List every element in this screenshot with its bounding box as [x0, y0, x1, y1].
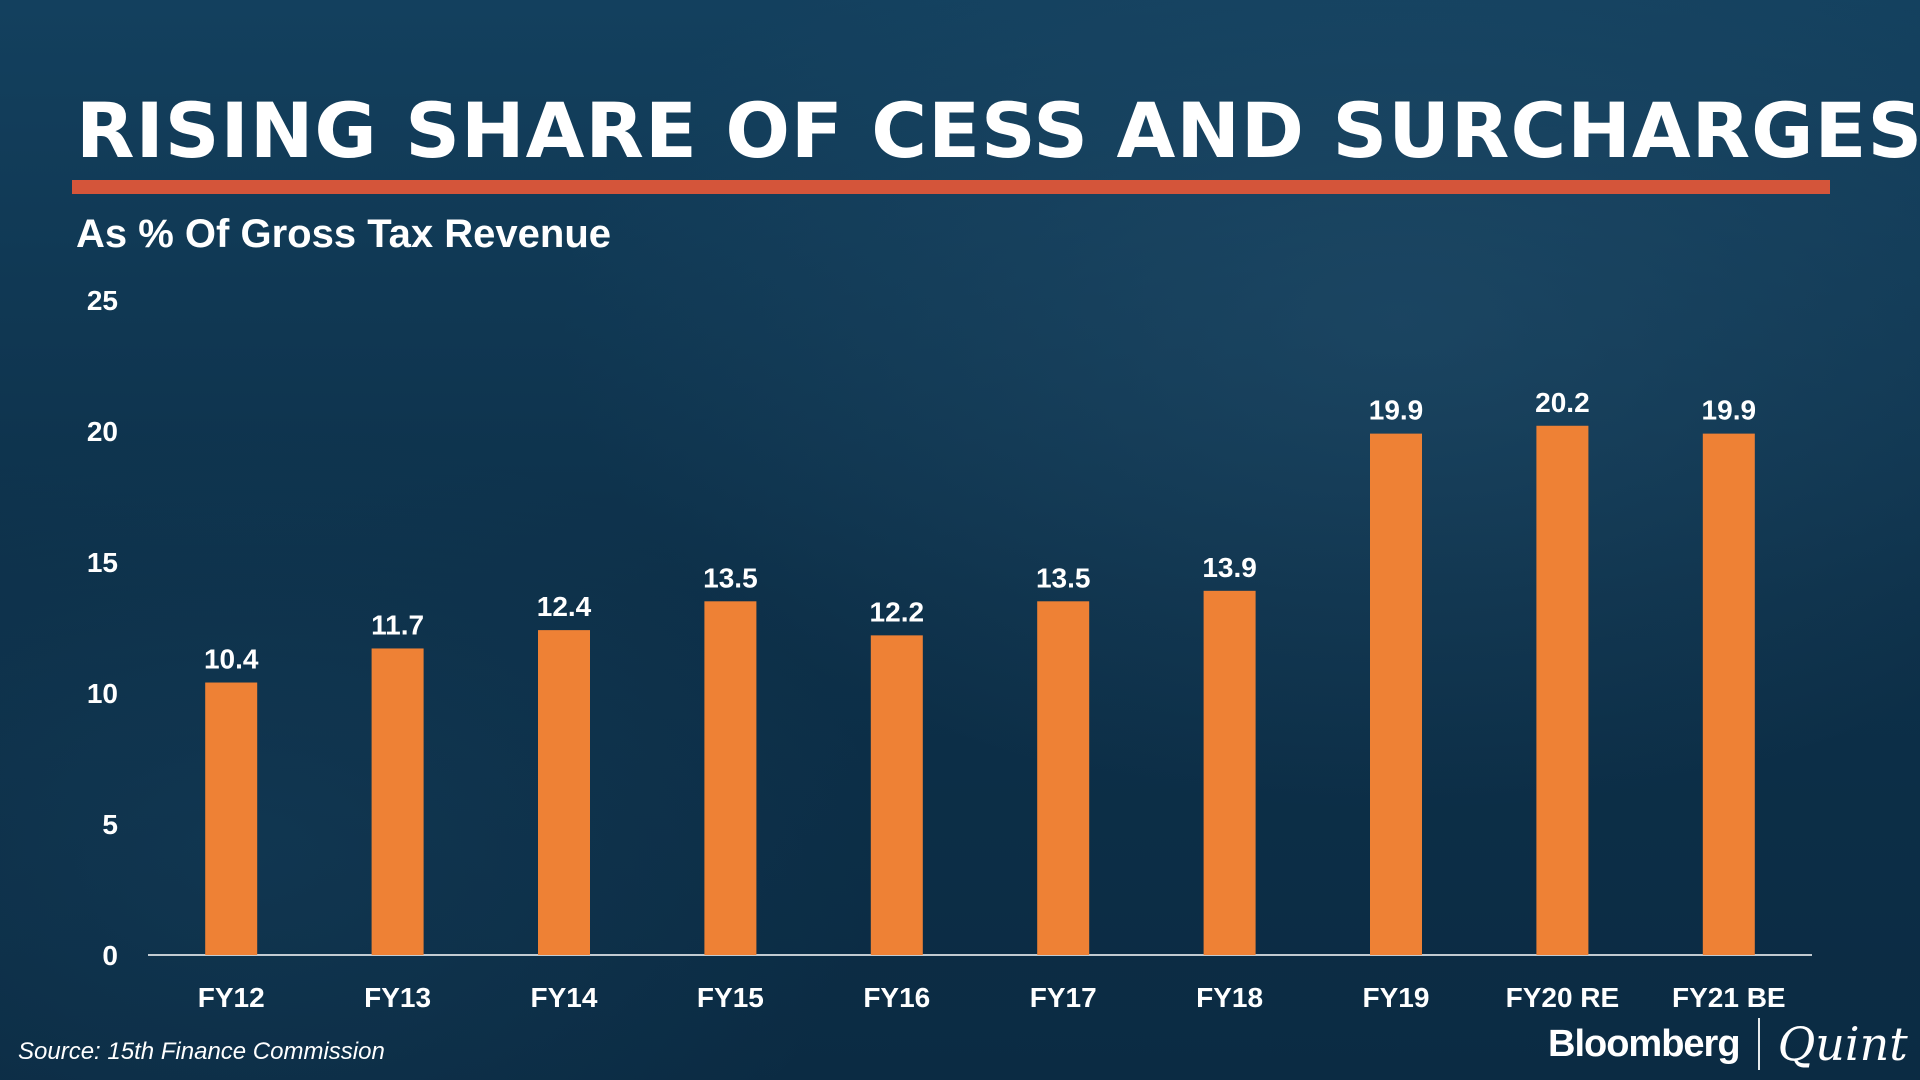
value-label: 12.2: [870, 596, 925, 627]
value-label: 20.2: [1535, 387, 1590, 418]
logo-quint: Quint: [1777, 1017, 1908, 1071]
bar-fy13: [371, 648, 424, 955]
source-note: Source: 15th Finance Commission: [18, 1038, 385, 1065]
logo-bloomberg: Bloomberg: [1548, 1022, 1741, 1065]
value-label: 12.4: [537, 591, 592, 622]
value-label: 19.9: [1369, 395, 1424, 426]
y-tick-label: 0: [102, 940, 118, 971]
bar-fy17: [1037, 601, 1090, 955]
bar-fy20-re: [1536, 425, 1589, 955]
x-tick-label: FY13: [364, 982, 431, 1013]
x-axis: FY12 FY13 FY14 FY15 FY16 FY17 FY18 FY19 FY20 RE F…: [198, 982, 1786, 1013]
chart-title: RISING SHARE OF CESS AND SURCHARGES: [76, 86, 1920, 175]
bar-fy14: [538, 630, 590, 955]
value-label: 13.9: [1202, 552, 1257, 583]
value-label: 11.7: [371, 609, 424, 640]
y-tick-label: 5: [102, 809, 118, 840]
chart-subtitle: As % Of Gross Tax Revenue: [76, 212, 611, 256]
bar-fy21-be: [1702, 433, 1755, 955]
x-tick-label: FY16: [863, 982, 930, 1013]
x-tick-label: FY19: [1363, 982, 1430, 1013]
brand-logo: Bloomberg Quint: [1548, 1014, 1908, 1074]
bar-fy15: [704, 601, 757, 955]
x-tick-label: FY14: [531, 982, 598, 1013]
value-label: 13.5: [703, 562, 758, 593]
value-label: 10.4: [204, 644, 259, 675]
bar-fy18: [1203, 590, 1256, 955]
bar-fy16: [870, 635, 923, 955]
value-labels: 10.4 11.7 12.4 13.5 12.2 13.5 13.9 19.9 20.2 19.9: [204, 387, 1756, 675]
x-tick-label: FY21 BE: [1672, 982, 1786, 1013]
value-label: 13.5: [1036, 562, 1091, 593]
y-axis: 0 5 10 15 20 25: [87, 285, 1812, 971]
bars: [205, 425, 1755, 955]
x-tick-label: FY12: [198, 982, 265, 1013]
x-tick-label: FY18: [1196, 982, 1263, 1013]
x-tick-label: FY20 RE: [1506, 982, 1620, 1013]
logo-divider: [1757, 1018, 1760, 1070]
y-tick-label: 20: [87, 416, 118, 447]
bar-fy12: [205, 682, 258, 955]
title-underline: [72, 180, 1830, 194]
bar-fy19: [1370, 433, 1422, 955]
x-tick-label: FY17: [1030, 982, 1097, 1013]
y-tick-label: 25: [87, 285, 118, 316]
y-tick-label: 10: [87, 678, 118, 709]
value-label: 19.9: [1702, 395, 1757, 426]
y-tick-label: 15: [87, 547, 118, 578]
x-tick-label: FY15: [697, 982, 764, 1013]
